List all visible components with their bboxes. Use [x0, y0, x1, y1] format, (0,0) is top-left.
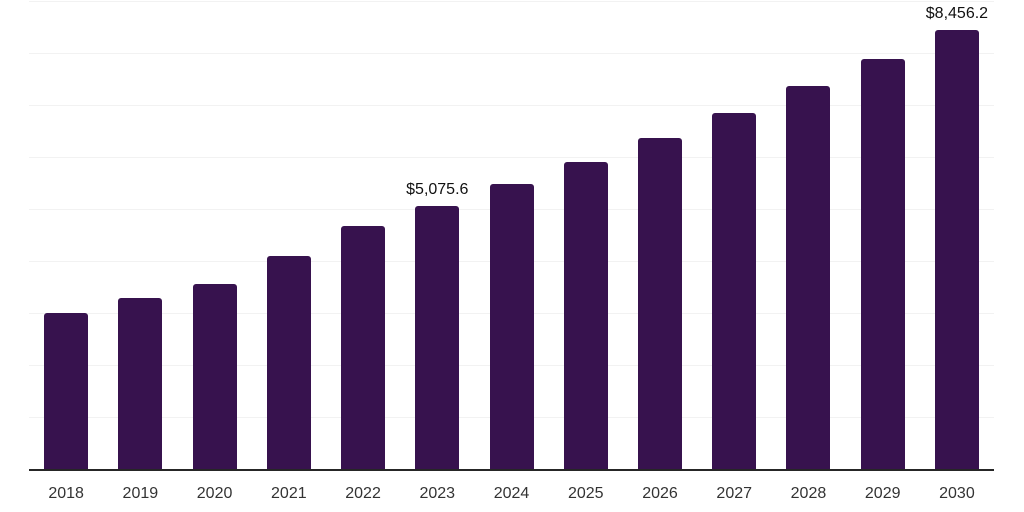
x-tick-label-2019: 2019	[122, 485, 159, 502]
bar-2026[interactable]	[637, 137, 682, 470]
x-axis-line	[29, 469, 994, 471]
x-tick-label-2025: 2025	[567, 485, 604, 502]
bar-column-2024	[474, 2, 548, 470]
bar-column-2028	[771, 2, 845, 470]
bar-column-2019	[103, 2, 177, 470]
bar-column-2025	[549, 2, 623, 470]
bar-2028[interactable]	[786, 85, 831, 470]
plot-area: $5,075.6 $8,456.2	[29, 1, 994, 470]
gridline	[29, 1, 994, 2]
bar-2025[interactable]	[563, 161, 608, 470]
bar-column-2022	[326, 2, 400, 470]
x-tick-label-2027: 2027	[716, 485, 753, 502]
x-tick-label-2022: 2022	[345, 485, 381, 502]
x-tick-label-2026: 2026	[642, 485, 678, 502]
gridline	[29, 105, 994, 106]
bar-column-2026	[623, 2, 697, 470]
bar-2023[interactable]	[415, 206, 460, 470]
bar-column-2030: $8,456.2	[920, 2, 994, 470]
bar-column-2018	[29, 2, 103, 470]
x-tick-label-2030: 2030	[939, 485, 975, 502]
bar-2021[interactable]	[266, 255, 311, 470]
bars-row: $5,075.6 $8,456.2	[29, 2, 994, 470]
bar-column-2023: $5,075.6	[400, 2, 474, 470]
x-tick-label-2029: 2029	[864, 485, 901, 502]
bar-2024[interactable]	[489, 184, 534, 470]
bar-column-2020	[177, 2, 251, 470]
x-tick-label-2021: 2021	[271, 485, 307, 502]
x-tick-label-2018: 2018	[48, 485, 84, 502]
bar-2020[interactable]	[192, 283, 237, 470]
bar-2027[interactable]	[712, 112, 757, 470]
gridline	[29, 157, 994, 158]
value-label-2030: $8,456.2	[925, 5, 989, 23]
bar-column-2027	[697, 2, 771, 470]
bar-2029[interactable]	[860, 58, 905, 470]
x-tick-label-2028: 2028	[790, 485, 827, 502]
x-tick-label-2023: 2023	[419, 485, 456, 502]
bar-column-2021	[252, 2, 326, 470]
bar-2030[interactable]	[934, 30, 979, 470]
bar-2018[interactable]	[44, 312, 89, 470]
bar-2022[interactable]	[341, 225, 386, 470]
x-tick-label-2024: 2024	[493, 485, 530, 502]
gridline	[29, 53, 994, 54]
value-label-2023: $5,075.6	[406, 181, 469, 199]
x-tick-label-2020: 2020	[196, 485, 233, 502]
bar-column-2029	[846, 2, 920, 470]
bar-2019[interactable]	[118, 298, 163, 470]
x-axis-labels: 2018 2019 2020 2021 2022 2023 2024 2025 2026 2027…	[29, 484, 994, 503]
